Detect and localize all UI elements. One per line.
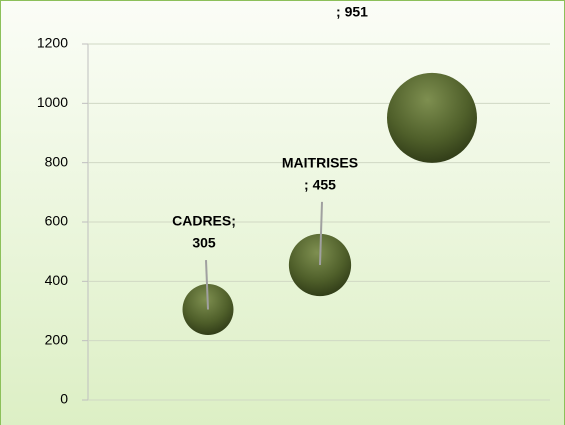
leader-line [319, 201, 323, 266]
data-label: CADRES; [172, 213, 236, 229]
bubble [387, 72, 477, 163]
y-tick-label: 200 [45, 331, 69, 347]
y-tick-label: 800 [45, 153, 69, 169]
y-tick-label: 400 [45, 272, 69, 288]
data-label: ; 951 [336, 4, 368, 20]
y-tick-label: 0 [60, 391, 68, 407]
data-label: ; 455 [304, 177, 336, 193]
data-label: 305 [192, 235, 216, 251]
y-tick-label: 600 [45, 213, 69, 229]
y-tick-label: 1000 [37, 94, 68, 110]
y-tick-label: 1200 [37, 35, 68, 51]
leader-line [205, 259, 209, 310]
data-label: MAITRISES [282, 155, 358, 171]
